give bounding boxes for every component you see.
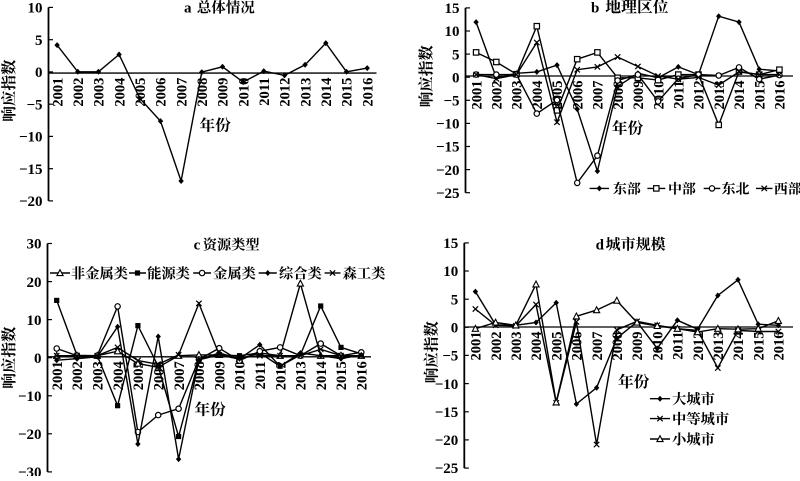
svg-text:2016: 2016 (360, 78, 376, 107)
svg-text:5: 5 (451, 292, 459, 308)
svg-text:2009: 2009 (212, 361, 228, 390)
svg-text:−20: −20 (435, 433, 459, 449)
svg-text:2007: 2007 (591, 81, 607, 110)
svg-text:2002: 2002 (490, 81, 506, 110)
svg-text:2013: 2013 (712, 81, 728, 110)
svg-text:2001: 2001 (469, 81, 485, 110)
svg-text:2003: 2003 (91, 361, 107, 390)
svg-text:2003: 2003 (510, 81, 526, 110)
svg-text:2005: 2005 (131, 361, 147, 390)
svg-text:2005: 2005 (549, 332, 565, 361)
svg-text:10: 10 (445, 24, 460, 40)
svg-text:2009: 2009 (631, 81, 647, 110)
svg-text:2002: 2002 (71, 78, 87, 107)
svg-text:−20: −20 (19, 194, 43, 210)
svg-text:2016: 2016 (355, 361, 371, 390)
svg-text:2014: 2014 (732, 81, 748, 110)
svg-text:30: 30 (27, 237, 42, 253)
svg-text:2002: 2002 (489, 332, 505, 361)
svg-text:2015: 2015 (751, 332, 767, 361)
svg-text:−5: −5 (442, 349, 458, 365)
svg-text:2011: 2011 (253, 361, 269, 389)
svg-text:15: 15 (445, 1, 460, 17)
svg-text:2001: 2001 (50, 361, 66, 390)
svg-text:2007: 2007 (172, 361, 188, 390)
svg-text:10: 10 (443, 264, 458, 280)
svg-text:5: 5 (35, 33, 43, 49)
svg-text:0: 0 (35, 65, 43, 81)
svg-text:2001: 2001 (50, 78, 66, 107)
svg-text:2015: 2015 (334, 361, 350, 390)
svg-text:2015: 2015 (752, 81, 768, 110)
svg-text:2009: 2009 (630, 332, 646, 361)
svg-text:2010: 2010 (236, 78, 252, 107)
svg-text:2007: 2007 (590, 332, 606, 361)
svg-text:−10: −10 (436, 117, 460, 133)
svg-text:2004: 2004 (529, 332, 545, 361)
svg-text:2001: 2001 (469, 332, 485, 361)
svg-text:2005: 2005 (133, 78, 149, 107)
svg-text:−30: −30 (18, 465, 42, 476)
svg-text:2014: 2014 (731, 332, 747, 361)
svg-text:0: 0 (452, 70, 460, 86)
svg-text:0: 0 (34, 351, 42, 367)
svg-text:2009: 2009 (216, 78, 232, 107)
svg-text:2012: 2012 (692, 81, 708, 110)
svg-text:2004: 2004 (112, 78, 128, 107)
svg-text:2012: 2012 (273, 361, 289, 390)
svg-text:−10: −10 (18, 389, 42, 405)
svg-text:2010: 2010 (233, 361, 249, 390)
svg-text:10: 10 (27, 313, 42, 329)
svg-text:d: d (596, 238, 605, 254)
svg-text:2012: 2012 (278, 78, 294, 107)
svg-text:2015: 2015 (340, 78, 356, 107)
svg-text:2011: 2011 (671, 332, 687, 360)
svg-text:5: 5 (452, 47, 460, 63)
svg-text:2004: 2004 (530, 81, 546, 110)
svg-text:2014: 2014 (314, 361, 330, 390)
svg-text:10: 10 (28, 1, 43, 17)
svg-text:2002: 2002 (70, 361, 86, 390)
svg-text:2006: 2006 (154, 78, 170, 107)
svg-text:15: 15 (443, 236, 458, 252)
svg-text:c: c (194, 238, 201, 254)
svg-text:2011: 2011 (257, 78, 273, 106)
svg-text:−15: −15 (435, 405, 459, 421)
svg-text:−5: −5 (26, 97, 42, 113)
svg-text:−10: −10 (435, 377, 459, 393)
svg-text:2016: 2016 (772, 332, 788, 361)
svg-text:2011: 2011 (672, 81, 688, 109)
svg-text:2007: 2007 (174, 78, 190, 107)
svg-text:2008: 2008 (610, 332, 626, 361)
svg-text:−10: −10 (19, 130, 43, 146)
svg-text:2006: 2006 (570, 81, 586, 110)
svg-text:2003: 2003 (92, 78, 108, 107)
svg-text:−15: −15 (436, 140, 460, 156)
svg-text:−15: −15 (19, 162, 43, 178)
svg-text:2003: 2003 (509, 332, 525, 361)
svg-text:2013: 2013 (711, 332, 727, 361)
svg-text:20: 20 (27, 275, 42, 291)
svg-text:−25: −25 (436, 186, 460, 202)
svg-text:2008: 2008 (611, 81, 627, 110)
svg-text:−20: −20 (436, 163, 460, 179)
svg-text:2013: 2013 (298, 78, 314, 107)
svg-text:−20: −20 (18, 427, 42, 443)
svg-text:b: b (591, 0, 599, 16)
svg-text:2016: 2016 (773, 81, 789, 110)
svg-text:2014: 2014 (319, 78, 335, 107)
svg-text:−25: −25 (435, 461, 459, 476)
svg-text:0: 0 (451, 321, 459, 337)
svg-text:2013: 2013 (294, 361, 310, 390)
svg-text:a: a (184, 0, 192, 16)
svg-text:2012: 2012 (691, 332, 707, 361)
svg-text:−5: −5 (443, 94, 459, 110)
